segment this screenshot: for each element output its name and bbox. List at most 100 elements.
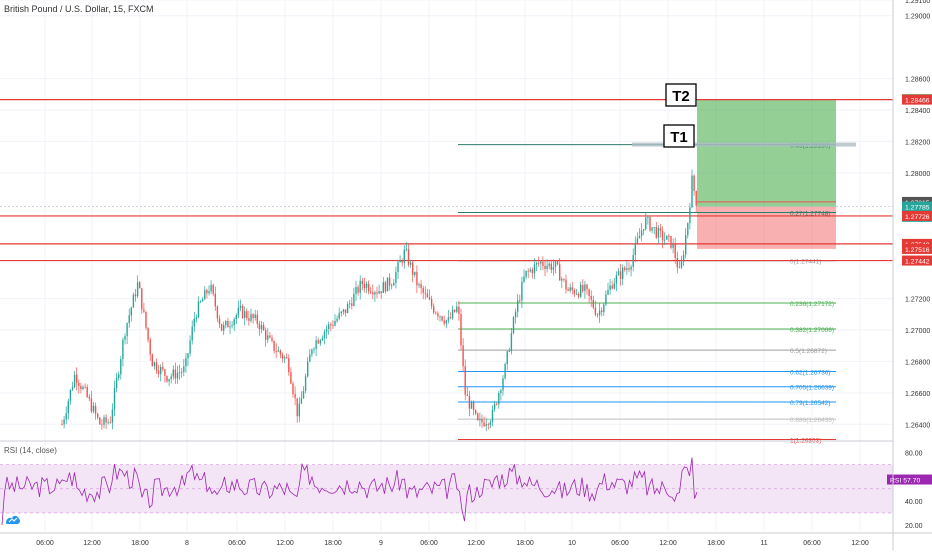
candle-body — [428, 297, 431, 300]
candle-body — [65, 413, 67, 420]
candle-body — [628, 268, 630, 270]
candle-body — [514, 311, 517, 318]
candle-body — [661, 230, 664, 241]
candle-body — [252, 314, 254, 319]
candle-body — [239, 305, 242, 308]
candle-body — [111, 409, 114, 423]
candle-body — [659, 228, 662, 231]
candle-body — [367, 283, 370, 292]
candle-body — [498, 393, 500, 405]
candle-body — [338, 313, 340, 319]
candle-body — [357, 286, 359, 293]
candle-body — [592, 299, 594, 308]
candle-body — [552, 266, 555, 270]
candle-body — [214, 293, 216, 307]
rsi-value-badge — [887, 474, 932, 485]
candle-body — [202, 299, 204, 302]
y-tick-label: 1.28000 — [905, 171, 930, 178]
candle-body — [535, 262, 538, 265]
candle-body — [483, 422, 485, 426]
candle-body — [521, 281, 523, 301]
candle-body — [409, 262, 412, 265]
candle-body — [136, 282, 139, 297]
candle-body — [372, 292, 374, 295]
candle-body — [231, 325, 233, 327]
candle-body — [143, 309, 145, 312]
candle-body — [424, 292, 426, 294]
candle-body — [542, 261, 544, 266]
candle-body — [244, 311, 246, 318]
candle-body — [693, 175, 695, 192]
candle-body — [69, 389, 72, 402]
candle-body — [531, 269, 534, 274]
candle-body — [241, 305, 244, 318]
candle-body — [197, 301, 200, 318]
candle-body — [340, 311, 342, 314]
candle-body — [162, 366, 164, 370]
candle-body — [630, 266, 632, 270]
candle-body — [412, 262, 414, 276]
candle-body — [619, 271, 622, 279]
candle-body — [191, 326, 193, 341]
candle-body — [365, 283, 368, 289]
candle-body — [256, 314, 258, 324]
candle-body — [420, 284, 422, 288]
candle-body — [115, 377, 118, 388]
target-t2-label: T2 — [672, 88, 690, 105]
candle-body — [695, 191, 697, 206]
candle-body — [237, 307, 240, 316]
candle-body — [271, 337, 273, 341]
candle-body — [218, 318, 221, 324]
candle-body — [477, 413, 479, 421]
horizontal-levels[interactable] — [0, 99, 893, 262]
price-tag-label: 1.27442 — [905, 259, 930, 266]
candle-body — [164, 369, 166, 376]
candle-body — [132, 294, 135, 308]
fib-level-label: 0.5(1.26872) — [790, 348, 827, 355]
candle-body — [199, 301, 202, 303]
candle-body — [563, 278, 565, 280]
candle-body — [655, 227, 657, 238]
candle-body — [353, 293, 355, 306]
candle-body — [414, 271, 416, 276]
candles — [61, 169, 697, 432]
candle-body — [307, 361, 309, 377]
candle-body — [586, 284, 588, 290]
candle-body — [559, 264, 561, 281]
candle-body — [313, 348, 315, 350]
candle-body — [670, 236, 672, 248]
candle-body — [277, 350, 279, 352]
long-position-tool[interactable] — [697, 99, 836, 249]
candle-body — [292, 383, 294, 395]
candle-body — [254, 314, 256, 319]
candle-body — [529, 269, 531, 272]
candle-body — [607, 290, 609, 295]
candle-body — [225, 320, 227, 326]
y-tick-label: 1.28400 — [905, 108, 930, 115]
candle-body — [317, 340, 319, 344]
candle-body — [155, 362, 158, 371]
candle-body — [613, 283, 615, 289]
candle-body — [134, 294, 137, 297]
candle-body — [649, 217, 651, 231]
candle-body — [399, 260, 401, 263]
candle-body — [113, 387, 116, 410]
y-tick-label: 1.26800 — [905, 359, 930, 366]
candle-body — [672, 244, 674, 248]
profit-zone — [697, 99, 836, 207]
candle-body — [351, 303, 353, 306]
candle-body — [517, 300, 519, 312]
candle-body — [323, 331, 326, 339]
candle-body — [596, 314, 599, 316]
candle-body — [153, 362, 156, 367]
candle-body — [567, 289, 569, 291]
x-tick-label: 12:00 — [659, 540, 677, 547]
candle-body — [403, 249, 405, 263]
candle-body — [248, 318, 250, 321]
candle-body — [550, 263, 552, 270]
target-labels[interactable]: T2 T1 — [663, 83, 697, 148]
candle-body — [636, 238, 639, 243]
candle-body — [294, 394, 296, 399]
